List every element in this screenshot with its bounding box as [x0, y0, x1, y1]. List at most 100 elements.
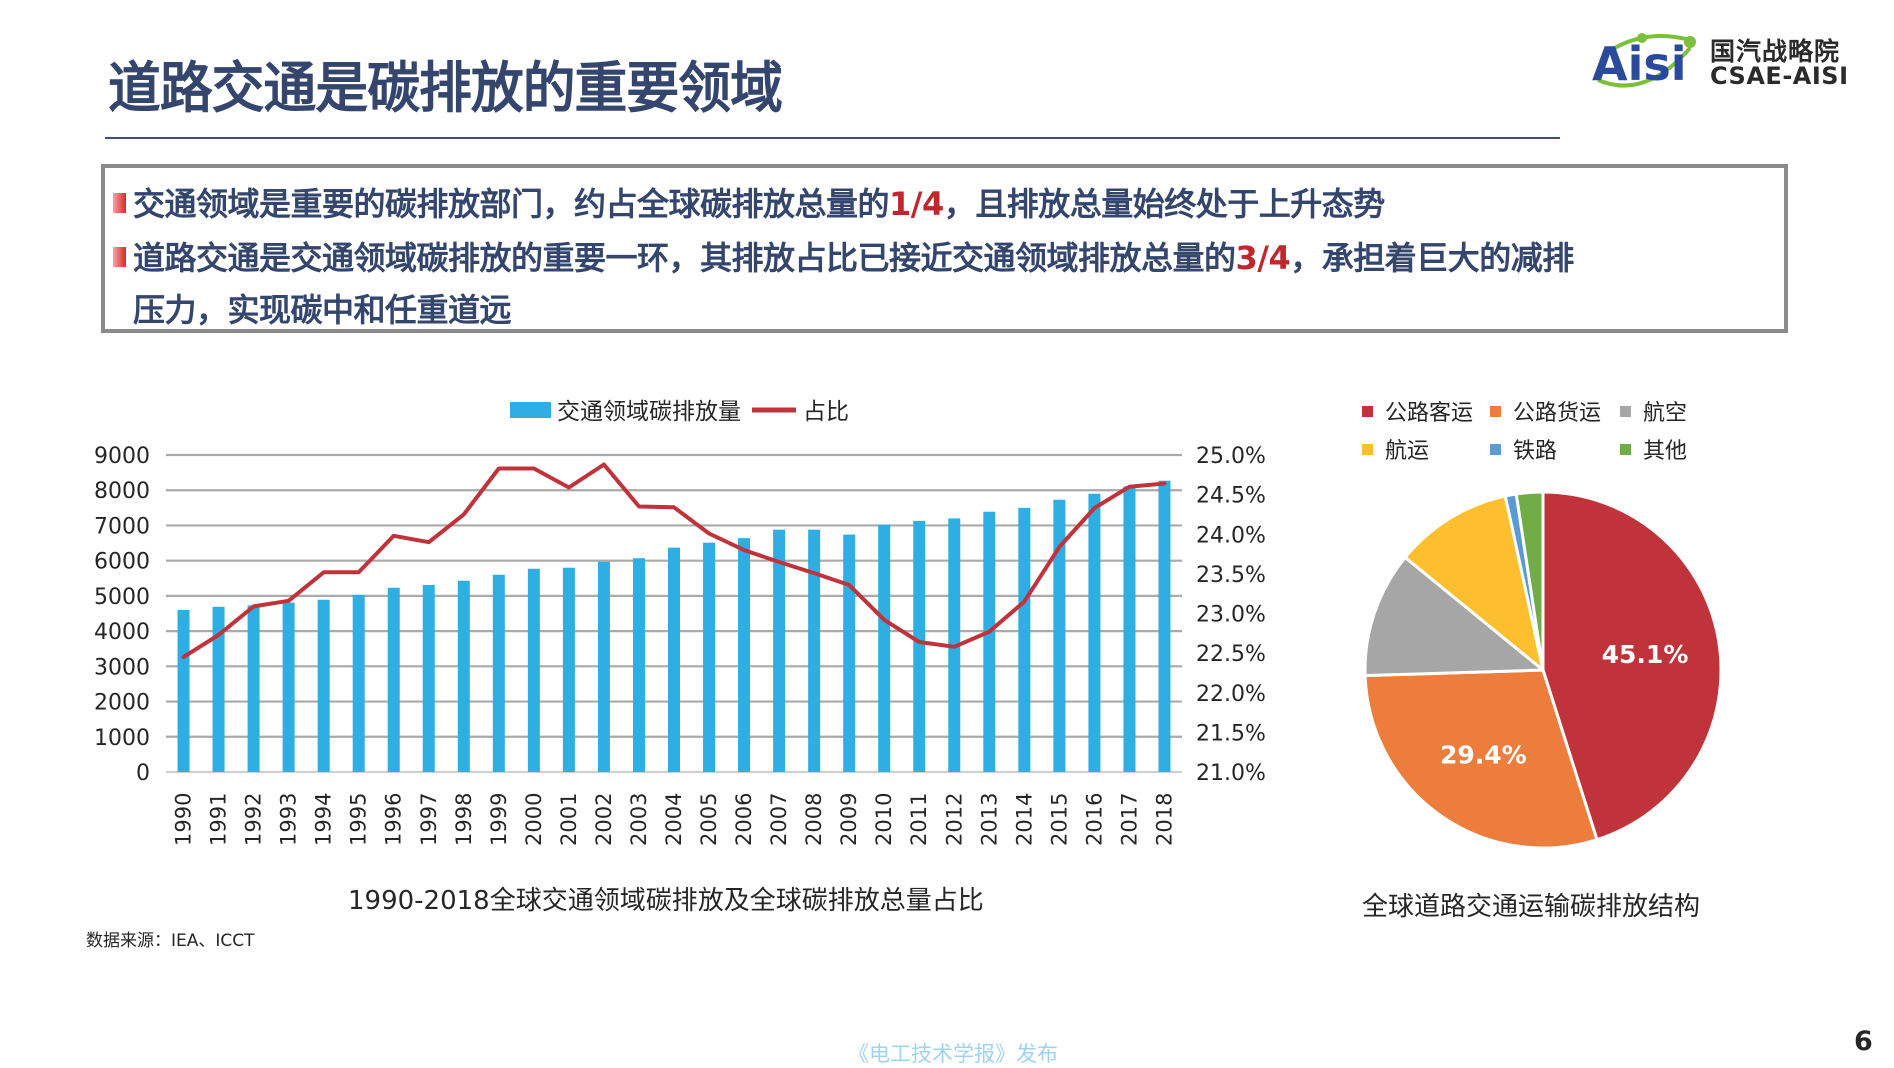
red-square-bullet-icon — [113, 193, 126, 213]
x-tick-label: 2014 — [1012, 793, 1036, 846]
bar-chart-caption: 1990-2018全球交通领域碳排放及全球碳排放总量占比 — [348, 880, 984, 917]
y-left-tick-label: 2000 — [94, 691, 150, 716]
x-tick-label: 2011 — [907, 793, 931, 846]
y-left-tick-label: 7000 — [94, 514, 150, 539]
x-tick-label: 2015 — [1047, 793, 1071, 846]
y-left-tick-label: 4000 — [94, 620, 150, 645]
x-tick-label: 1998 — [452, 793, 476, 846]
pie-legend-label: 公路客运 — [1385, 401, 1473, 426]
x-tick-label: 1990 — [172, 793, 196, 846]
emissions-combo-chart: 交通领域碳排放量 占比 0100020003000400050006000700… — [0, 380, 1300, 900]
bar-2005 — [703, 543, 715, 772]
x-tick-label: 2001 — [557, 793, 581, 846]
y-left-tick-label: 3000 — [94, 655, 150, 680]
bar-1995 — [353, 595, 365, 772]
pie-legend-label: 铁路 — [1513, 439, 1557, 464]
y-right-tick-label: 24.5% — [1196, 484, 1266, 509]
bar-2008 — [808, 530, 820, 772]
x-tick-label: 2004 — [662, 793, 686, 846]
x-tick-label: 2005 — [697, 793, 721, 846]
bar-2007 — [773, 530, 785, 772]
bar-2014 — [1018, 508, 1030, 772]
pie-legend-label: 航空 — [1643, 401, 1687, 426]
bullet-point: 交通领域是重要的碳排放部门，约占全球碳排放总量的1/4，且排放总量始终处于上升态… — [113, 184, 1385, 224]
bar-2011 — [913, 521, 925, 772]
x-tick-label: 2018 — [1152, 793, 1176, 846]
bar-1998 — [458, 581, 470, 772]
bar-1993 — [283, 603, 295, 772]
pie-legend-swatch — [1490, 406, 1501, 417]
pie-legend-swatch — [1490, 444, 1501, 455]
x-tick-label: 2010 — [872, 793, 896, 846]
bar-2003 — [633, 558, 645, 772]
page-title: 道路交通是碳排放的重要领域 — [108, 56, 782, 120]
x-tick-label: 1994 — [312, 793, 336, 846]
y-right-tick-label: 24.0% — [1196, 523, 1266, 548]
x-tick-label: 2000 — [522, 793, 546, 846]
x-tick-label: 1993 — [277, 793, 301, 846]
y-right-tick-label: 22.0% — [1196, 682, 1266, 707]
x-tick-label: 1995 — [347, 793, 371, 846]
x-tick-label: 2003 — [627, 793, 651, 846]
x-tick-label: 1999 — [487, 793, 511, 846]
bar-1997 — [423, 585, 435, 772]
legend-label-line: 占比 — [803, 399, 849, 425]
y-axis-right: 21.0%21.5%22.0%22.5%23.0%23.5%24.0%24.5%… — [1196, 444, 1266, 786]
bar-2013 — [983, 512, 995, 772]
x-tick-label: 1991 — [207, 793, 231, 846]
y-right-tick-label: 23.5% — [1196, 563, 1266, 588]
bullet-highlight: 1/4 — [889, 185, 944, 223]
red-square-bullet-icon — [113, 247, 126, 267]
bullet-text: ，且排放总量始终处于上升态势 — [944, 185, 1385, 223]
publisher-footer: 《电工技术学报》发布 — [848, 1038, 1058, 1068]
x-tick-label: 2016 — [1082, 793, 1106, 846]
x-tick-label: 2006 — [732, 793, 756, 846]
y-right-tick-label: 21.0% — [1196, 761, 1266, 786]
bullet-text: ，承担着巨大的减排 — [1290, 239, 1574, 277]
bar-2001 — [563, 568, 575, 772]
bar-2016 — [1088, 494, 1100, 772]
pie-data-label: 29.4% — [1440, 740, 1527, 769]
legend-label-bar: 交通领域碳排放量 — [557, 399, 741, 425]
y-left-tick-label: 8000 — [94, 479, 150, 504]
bar-1990 — [178, 610, 190, 772]
chart-legend: 交通领域碳排放量 占比 — [510, 399, 849, 425]
pie-legend-swatch — [1362, 444, 1373, 455]
pie-legend-swatch — [1620, 406, 1631, 417]
bar-2017 — [1123, 486, 1135, 772]
y-right-tick-label: 21.5% — [1196, 721, 1266, 746]
bar-2004 — [668, 548, 680, 772]
bullet-point: 道路交通是交通领域碳排放的重要一环，其排放占比已接近交通领域排放总量的3/4，承… — [113, 238, 1574, 278]
bar-2002 — [598, 562, 610, 772]
x-tick-label: 1997 — [417, 793, 441, 846]
key-points-box: 交通领域是重要的碳排放部门，约占全球碳排放总量的1/4，且排放总量始终处于上升态… — [101, 164, 1788, 333]
pie-legend-label: 公路货运 — [1513, 401, 1601, 426]
data-source-note: 数据来源：IEA、ICCT — [86, 926, 255, 951]
aisi-logo: Aisi 国汽战略院 CSAE-AISI — [1590, 28, 1860, 98]
bar-1999 — [493, 575, 505, 772]
x-tick-label: 2017 — [1117, 793, 1141, 846]
x-tick-label: 2009 — [837, 793, 861, 846]
bar-2006 — [738, 538, 750, 772]
logo-mark-text: Aisi — [1592, 37, 1687, 91]
aisi-logo-mark-icon: Aisi — [1590, 28, 1700, 94]
pie-data-label: 45.1% — [1602, 640, 1689, 669]
bar-1996 — [388, 588, 400, 772]
bar-2018 — [1158, 481, 1170, 772]
y-left-tick-label: 0 — [136, 761, 150, 786]
bar-2009 — [843, 535, 855, 772]
pie-legend-label: 航运 — [1385, 439, 1429, 464]
x-tick-label: 1992 — [242, 793, 266, 846]
bar-1992 — [248, 605, 260, 772]
x-tick-label: 1996 — [382, 793, 406, 846]
x-tick-label: 2008 — [802, 793, 826, 846]
bar-2000 — [528, 569, 540, 772]
pie-legend-swatch — [1362, 406, 1373, 417]
x-tick-label: 2002 — [592, 793, 616, 846]
pie-legend-label: 其他 — [1643, 439, 1687, 464]
title-divider — [105, 137, 1560, 139]
logo-name-en: CSAE-AISI — [1710, 62, 1849, 90]
x-tick-label: 2013 — [977, 793, 1001, 846]
